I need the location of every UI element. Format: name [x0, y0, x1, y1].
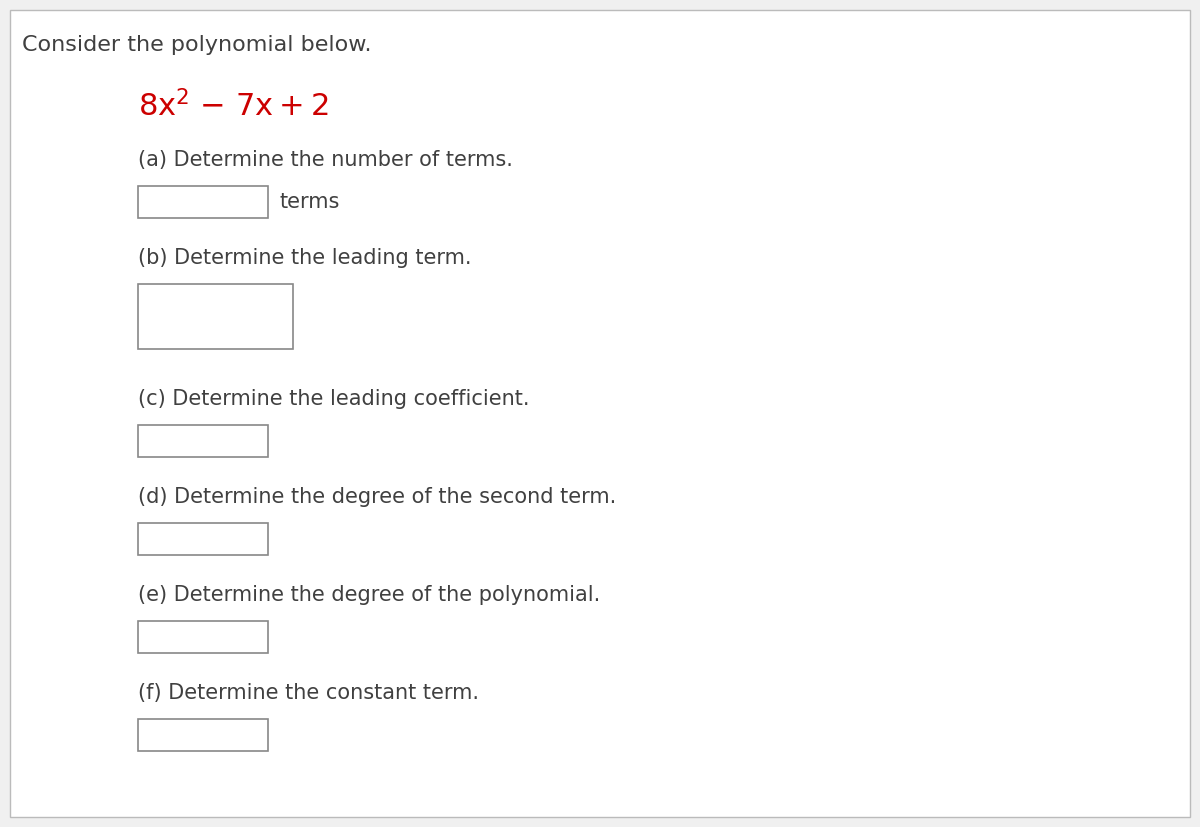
Text: (b) Determine the leading term.: (b) Determine the leading term. — [138, 248, 472, 268]
Bar — [138, 719, 268, 751]
Text: terms: terms — [280, 192, 341, 212]
Text: (e) Determine the degree of the polynomial.: (e) Determine the degree of the polynomi… — [138, 585, 600, 605]
Bar — [138, 284, 293, 349]
Text: (a) Determine the number of terms.: (a) Determine the number of terms. — [138, 150, 512, 170]
Bar — [138, 621, 268, 653]
Text: $\mathregular{8x^2}$ $\mathregular{-}$ $\mathregular{7x + 2}$: $\mathregular{8x^2}$ $\mathregular{-}$ $… — [138, 90, 329, 122]
Text: (f) Determine the constant term.: (f) Determine the constant term. — [138, 683, 479, 703]
Bar — [138, 523, 268, 555]
Text: (c) Determine the leading coefficient.: (c) Determine the leading coefficient. — [138, 389, 529, 409]
Text: (d) Determine the degree of the second term.: (d) Determine the degree of the second t… — [138, 487, 617, 507]
Bar — [138, 186, 268, 218]
Text: Consider the polynomial below.: Consider the polynomial below. — [22, 35, 372, 55]
Bar — [138, 425, 268, 457]
